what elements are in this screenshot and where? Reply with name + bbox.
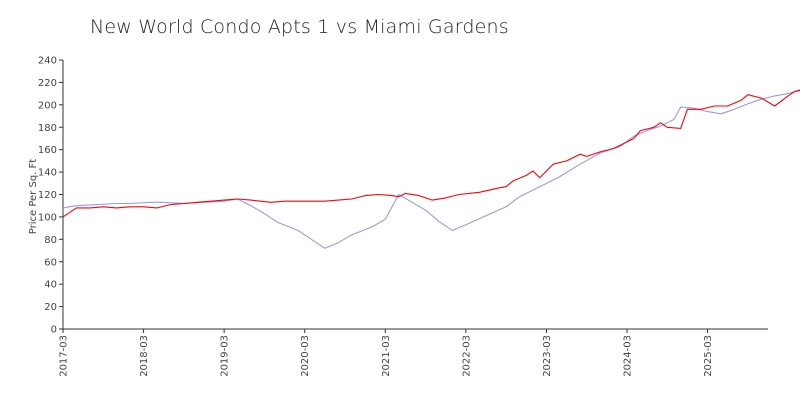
x-tick-label: 2024-03	[623, 335, 634, 377]
chart-title: New World Condo Apts 1 vs Miami Gardens	[90, 16, 509, 38]
series-line-2	[62, 89, 800, 249]
y-tick-label: 20	[44, 302, 57, 313]
x-tick-label: 2020-03	[300, 335, 311, 377]
y-tick-label: 40	[44, 280, 57, 291]
series-layer	[62, 89, 800, 249]
y-tick-label: 60	[44, 257, 57, 268]
x-tick-label: 2023-03	[542, 335, 553, 377]
y-tick-label: 220	[38, 78, 57, 89]
y-tick-label: 240	[38, 56, 57, 67]
y-tick-label: 200	[38, 100, 57, 111]
axes: 0 20 40 60 80 100 120 140 160 180 200 220 240 2017-03…	[38, 56, 768, 377]
x-tick-label: 2022-03	[461, 335, 472, 377]
y-axis-title: Price Per Sq. Ft	[28, 159, 39, 234]
x-tick-label: 2017-03	[59, 335, 70, 377]
y-tick-label: 0	[51, 325, 57, 336]
y-tick-label: 100	[38, 212, 57, 223]
x-tick-label: 2019-03	[220, 335, 231, 377]
y-tick-label: 120	[38, 190, 57, 201]
y-tick-label: 80	[44, 235, 57, 246]
x-tick-label: 2025-03	[703, 335, 714, 377]
series-line-1	[62, 89, 800, 218]
x-tick-label: 2021-03	[381, 335, 392, 377]
y-tick-label: 180	[38, 123, 57, 134]
y-tick-label: 160	[38, 145, 57, 156]
y-tick-label: 140	[38, 168, 57, 179]
x-tick-label: 2018-03	[139, 335, 150, 377]
